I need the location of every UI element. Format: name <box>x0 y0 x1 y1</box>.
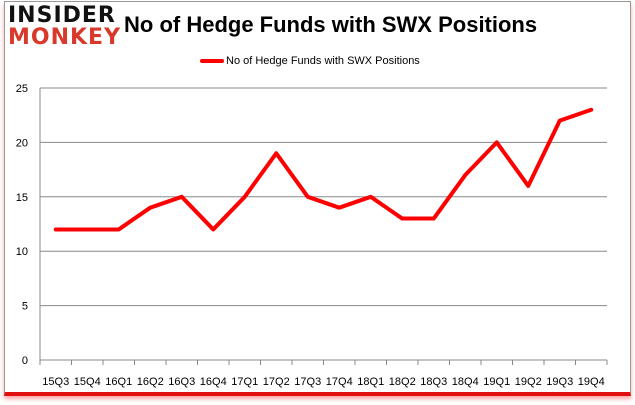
data-point <box>432 217 436 221</box>
x-tick-label: 19Q1 <box>483 376 510 388</box>
x-tick-label: 16Q2 <box>137 376 164 388</box>
data-point <box>589 108 593 112</box>
x-tick-label: 17Q1 <box>231 376 258 388</box>
logo-line1: INSIDER <box>8 3 116 28</box>
data-point <box>211 227 215 231</box>
x-tick-label: 16Q4 <box>200 376 227 388</box>
x-tick-label: 19Q3 <box>546 376 573 388</box>
data-point <box>148 206 152 210</box>
data-point <box>274 151 278 155</box>
data-point <box>526 184 530 188</box>
x-tick-label: 17Q2 <box>263 376 290 388</box>
x-tick-label: 19Q4 <box>578 376 605 388</box>
chart-title: No of Hedge Funds with SWX Positions <box>124 12 538 37</box>
data-point <box>463 173 467 177</box>
insider-monkey-logo: INSIDER MONKEY <box>8 5 121 49</box>
data-point <box>180 195 184 199</box>
x-tick-label: 18Q3 <box>420 376 447 388</box>
y-tick-label: 5 <box>22 301 28 313</box>
y-tick-label: 10 <box>16 246 28 258</box>
data-point <box>337 206 341 210</box>
x-tick-label: 15Q3 <box>42 376 69 388</box>
y-tick-label: 20 <box>16 137 28 149</box>
legend-swatch <box>200 59 224 63</box>
x-tick-label: 18Q2 <box>389 376 416 388</box>
series-line <box>53 107 594 232</box>
legend: No of Hedge Funds with SWX Positions <box>200 55 420 67</box>
x-tick-label: 19Q2 <box>515 376 542 388</box>
x-tick-label: 18Q4 <box>452 376 479 388</box>
data-point <box>85 227 89 231</box>
x-tick-label: 16Q1 <box>105 376 132 388</box>
data-point <box>306 195 310 199</box>
data-point <box>243 195 247 199</box>
data-point <box>400 217 404 221</box>
data-point <box>54 227 58 231</box>
data-point <box>495 140 499 144</box>
logo-line2: MONKEY <box>8 25 122 50</box>
data-point <box>558 119 562 123</box>
y-tick-label: 15 <box>16 192 28 204</box>
x-tick-label: 16Q3 <box>168 376 195 388</box>
x-tick-label: 15Q4 <box>74 376 101 388</box>
x-tick-label: 18Q1 <box>357 376 384 388</box>
data-point <box>369 195 373 199</box>
x-tick-label: 17Q4 <box>326 376 353 388</box>
x-tick-label: 17Q3 <box>294 376 321 388</box>
legend-label: No of Hedge Funds with SWX Positions <box>226 55 420 67</box>
data-point <box>117 227 121 231</box>
y-tick-label: 25 <box>16 83 28 95</box>
y-tick-label: 0 <box>22 355 28 367</box>
